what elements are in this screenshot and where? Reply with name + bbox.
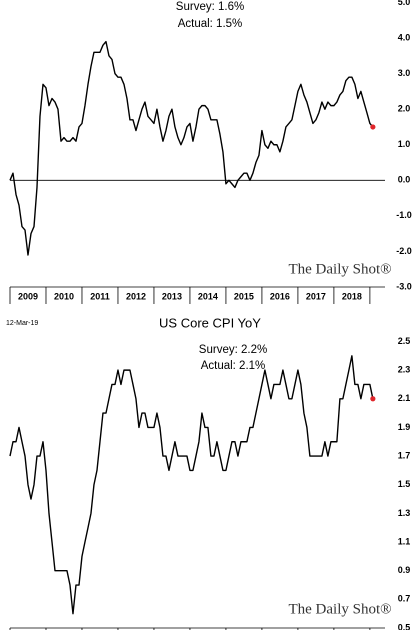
y-tick-label: 2.3 bbox=[398, 364, 411, 374]
y-tick-label: 1.7 bbox=[398, 450, 411, 460]
x-tick-label: 2014 bbox=[198, 291, 218, 301]
x-tick-label: 2015 bbox=[234, 291, 254, 301]
y-tick-label: 0.0 bbox=[398, 175, 411, 185]
annotation: Survey: 1.6% bbox=[176, 1, 244, 13]
date-label: 12-Mar-19 bbox=[6, 320, 38, 327]
chart-title: US Core CPI YoY bbox=[159, 315, 261, 330]
x-tick-label: 2009 bbox=[18, 291, 38, 301]
y-tick-label: 2.0 bbox=[398, 104, 411, 114]
y-tick-label: 1.9 bbox=[398, 422, 411, 432]
y-tick-label: 1.5 bbox=[398, 479, 411, 489]
x-tick-label: 2013 bbox=[162, 291, 182, 301]
annotation: Actual: 1.5% bbox=[178, 18, 243, 30]
x-tick-label: 2011 bbox=[90, 291, 110, 301]
data-line bbox=[9, 355, 374, 615]
annotation: Actual: 2.1% bbox=[201, 360, 266, 372]
y-tick-label: 1.3 bbox=[398, 508, 411, 518]
y-tick-label: -1.0 bbox=[396, 210, 412, 220]
y-tick-label: 1.1 bbox=[398, 536, 411, 546]
y-tick-label: -3.0 bbox=[396, 281, 412, 291]
x-tick-label: 2018 bbox=[342, 291, 362, 301]
watermark: The Daily Shot® bbox=[288, 261, 391, 277]
y-tick-label: 0.7 bbox=[398, 594, 411, 604]
x-tick-label: 2017 bbox=[306, 291, 326, 301]
x-tick-label: 2010 bbox=[54, 291, 74, 301]
annotation: Survey: 2.2% bbox=[199, 344, 267, 356]
watermark: The Daily Shot® bbox=[288, 601, 391, 617]
y-tick-label: 0.5 bbox=[398, 622, 411, 630]
y-tick-label: 2.5 bbox=[398, 336, 411, 346]
y-tick-label: 4.0 bbox=[398, 32, 411, 42]
y-tick-label: -2.0 bbox=[396, 246, 412, 256]
data-line bbox=[9, 40, 374, 256]
y-tick-label: 5.0 bbox=[398, 0, 411, 7]
last-point bbox=[370, 396, 376, 402]
x-tick-label: 2012 bbox=[126, 291, 146, 301]
y-tick-label: 2.1 bbox=[398, 393, 411, 403]
y-tick-label: 1.0 bbox=[398, 139, 411, 149]
y-tick-label: 0.9 bbox=[398, 565, 411, 575]
y-tick-label: 3.0 bbox=[398, 68, 411, 78]
last-point bbox=[370, 124, 376, 130]
x-tick-label: 2016 bbox=[270, 291, 290, 301]
